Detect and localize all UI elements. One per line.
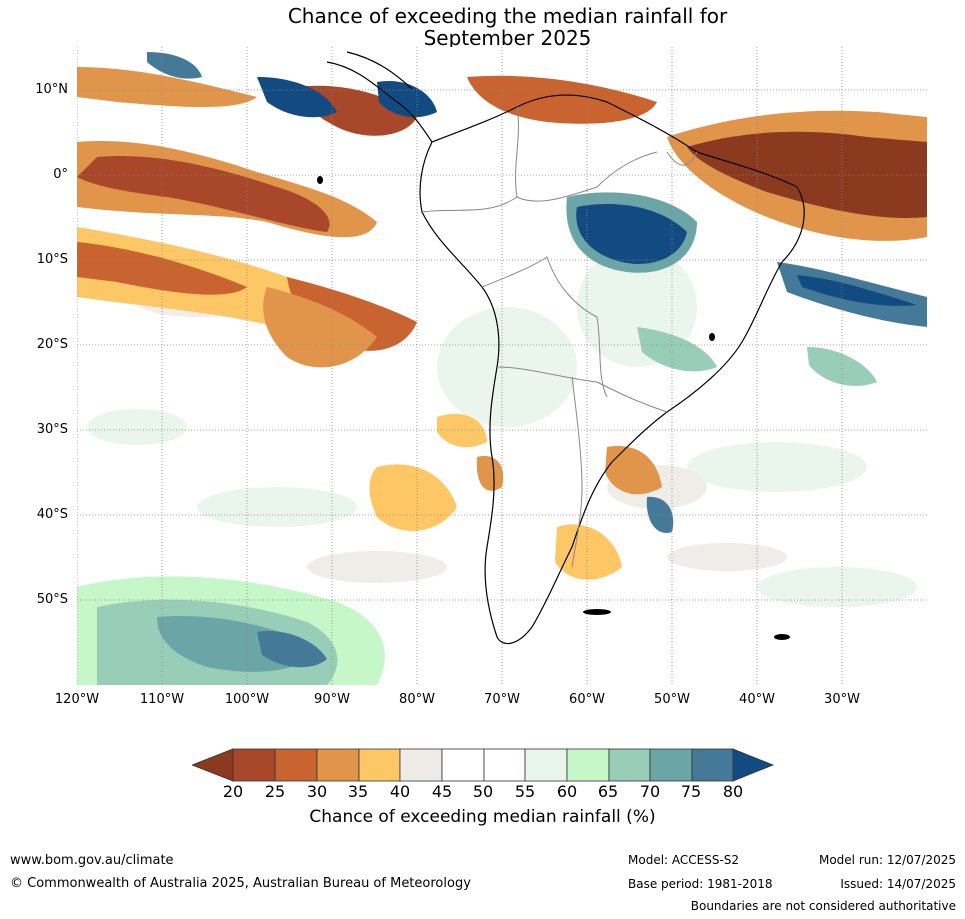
colorbar-swatch xyxy=(524,748,568,782)
colorbar-tick: 65 xyxy=(597,782,619,801)
islands xyxy=(317,176,790,640)
colorbar-high-arrow xyxy=(732,748,774,782)
colorbar-swatch xyxy=(691,748,734,782)
colorbar-tick: 40 xyxy=(389,782,411,801)
colorbar-swatch xyxy=(608,748,651,782)
colorbar-tick: 60 xyxy=(556,782,578,801)
colorbar-tick: 30 xyxy=(306,782,328,801)
lat-label-30s: 30°S xyxy=(36,422,68,437)
lon-label-40w: 40°W xyxy=(739,692,775,707)
model-run-date: Model run: 12/07/2025 xyxy=(818,853,956,867)
colorbar-tick: 25 xyxy=(264,782,286,801)
graticule xyxy=(77,47,927,685)
colorbar-tick: 45 xyxy=(431,782,453,801)
colorbar-swatch xyxy=(649,748,693,782)
lon-label-100w: 100°W xyxy=(224,692,270,707)
colorbar-swatch xyxy=(274,748,318,782)
lat-label-0: 0° xyxy=(53,167,68,182)
issued-date: Issued: 14/07/2025 xyxy=(840,877,956,891)
above-median-areas xyxy=(77,52,927,685)
colorbar-swatch xyxy=(483,748,526,782)
colorbar-tick: 20 xyxy=(222,782,244,801)
lon-label-80w: 80°W xyxy=(399,692,435,707)
lon-label-70w: 70°W xyxy=(484,692,520,707)
colorbar-swatch xyxy=(399,748,443,782)
lat-label-20s: 20°S xyxy=(36,337,68,352)
rainfall-probability-map xyxy=(77,47,927,685)
colorbar xyxy=(192,748,774,782)
colorbar-tick: 80 xyxy=(722,782,744,801)
map-title-line1: Chance of exceeding the median rainfall … xyxy=(287,4,728,28)
colorbar-swatch xyxy=(316,748,360,782)
colorbar-low-arrow xyxy=(192,748,234,782)
country-borders xyxy=(421,106,698,568)
lat-label-10n: 10°N xyxy=(35,82,68,97)
colorbar-tick: 55 xyxy=(514,782,536,801)
lat-label-10s: 10°S xyxy=(36,252,68,267)
colorbar-swatch xyxy=(441,748,485,782)
boundaries-disclaimer: Boundaries are not considered authoritat… xyxy=(690,899,956,913)
colorbar-tick: 75 xyxy=(680,782,702,801)
colorbar-title: Chance of exceeding median rainfall (%) xyxy=(309,807,656,827)
colorbar-tick: 35 xyxy=(347,782,369,801)
colorbar-swatch xyxy=(566,748,610,782)
model-name: Model: ACCESS-S2 xyxy=(628,853,740,867)
lon-label-110w: 110°W xyxy=(139,692,185,707)
lon-label-30w: 30°W xyxy=(824,692,860,707)
lat-label-40s: 40°S xyxy=(36,507,68,522)
lat-label-50s: 50°S xyxy=(36,592,68,607)
lon-label-60w: 60°W xyxy=(569,692,605,707)
website-link[interactable]: www.bom.gov.au/climate xyxy=(10,853,174,868)
colorbar-tick: 70 xyxy=(639,782,661,801)
colorbar-swatch xyxy=(358,748,401,782)
colorbar-tick: 50 xyxy=(472,782,494,801)
copyright-text: © Commonwealth of Australia 2025, Austra… xyxy=(10,876,471,891)
map-title-line2: September 2025 xyxy=(423,26,592,50)
colorbar-swatch xyxy=(232,748,276,782)
lon-label-90w: 90°W xyxy=(314,692,350,707)
lon-label-50w: 50°W xyxy=(654,692,690,707)
central-america-coastline xyxy=(326,61,433,143)
lon-label-120w: 120°W xyxy=(54,692,100,707)
base-period: Base period: 1981-2018 xyxy=(628,877,773,891)
south-america-coastline xyxy=(419,94,805,645)
